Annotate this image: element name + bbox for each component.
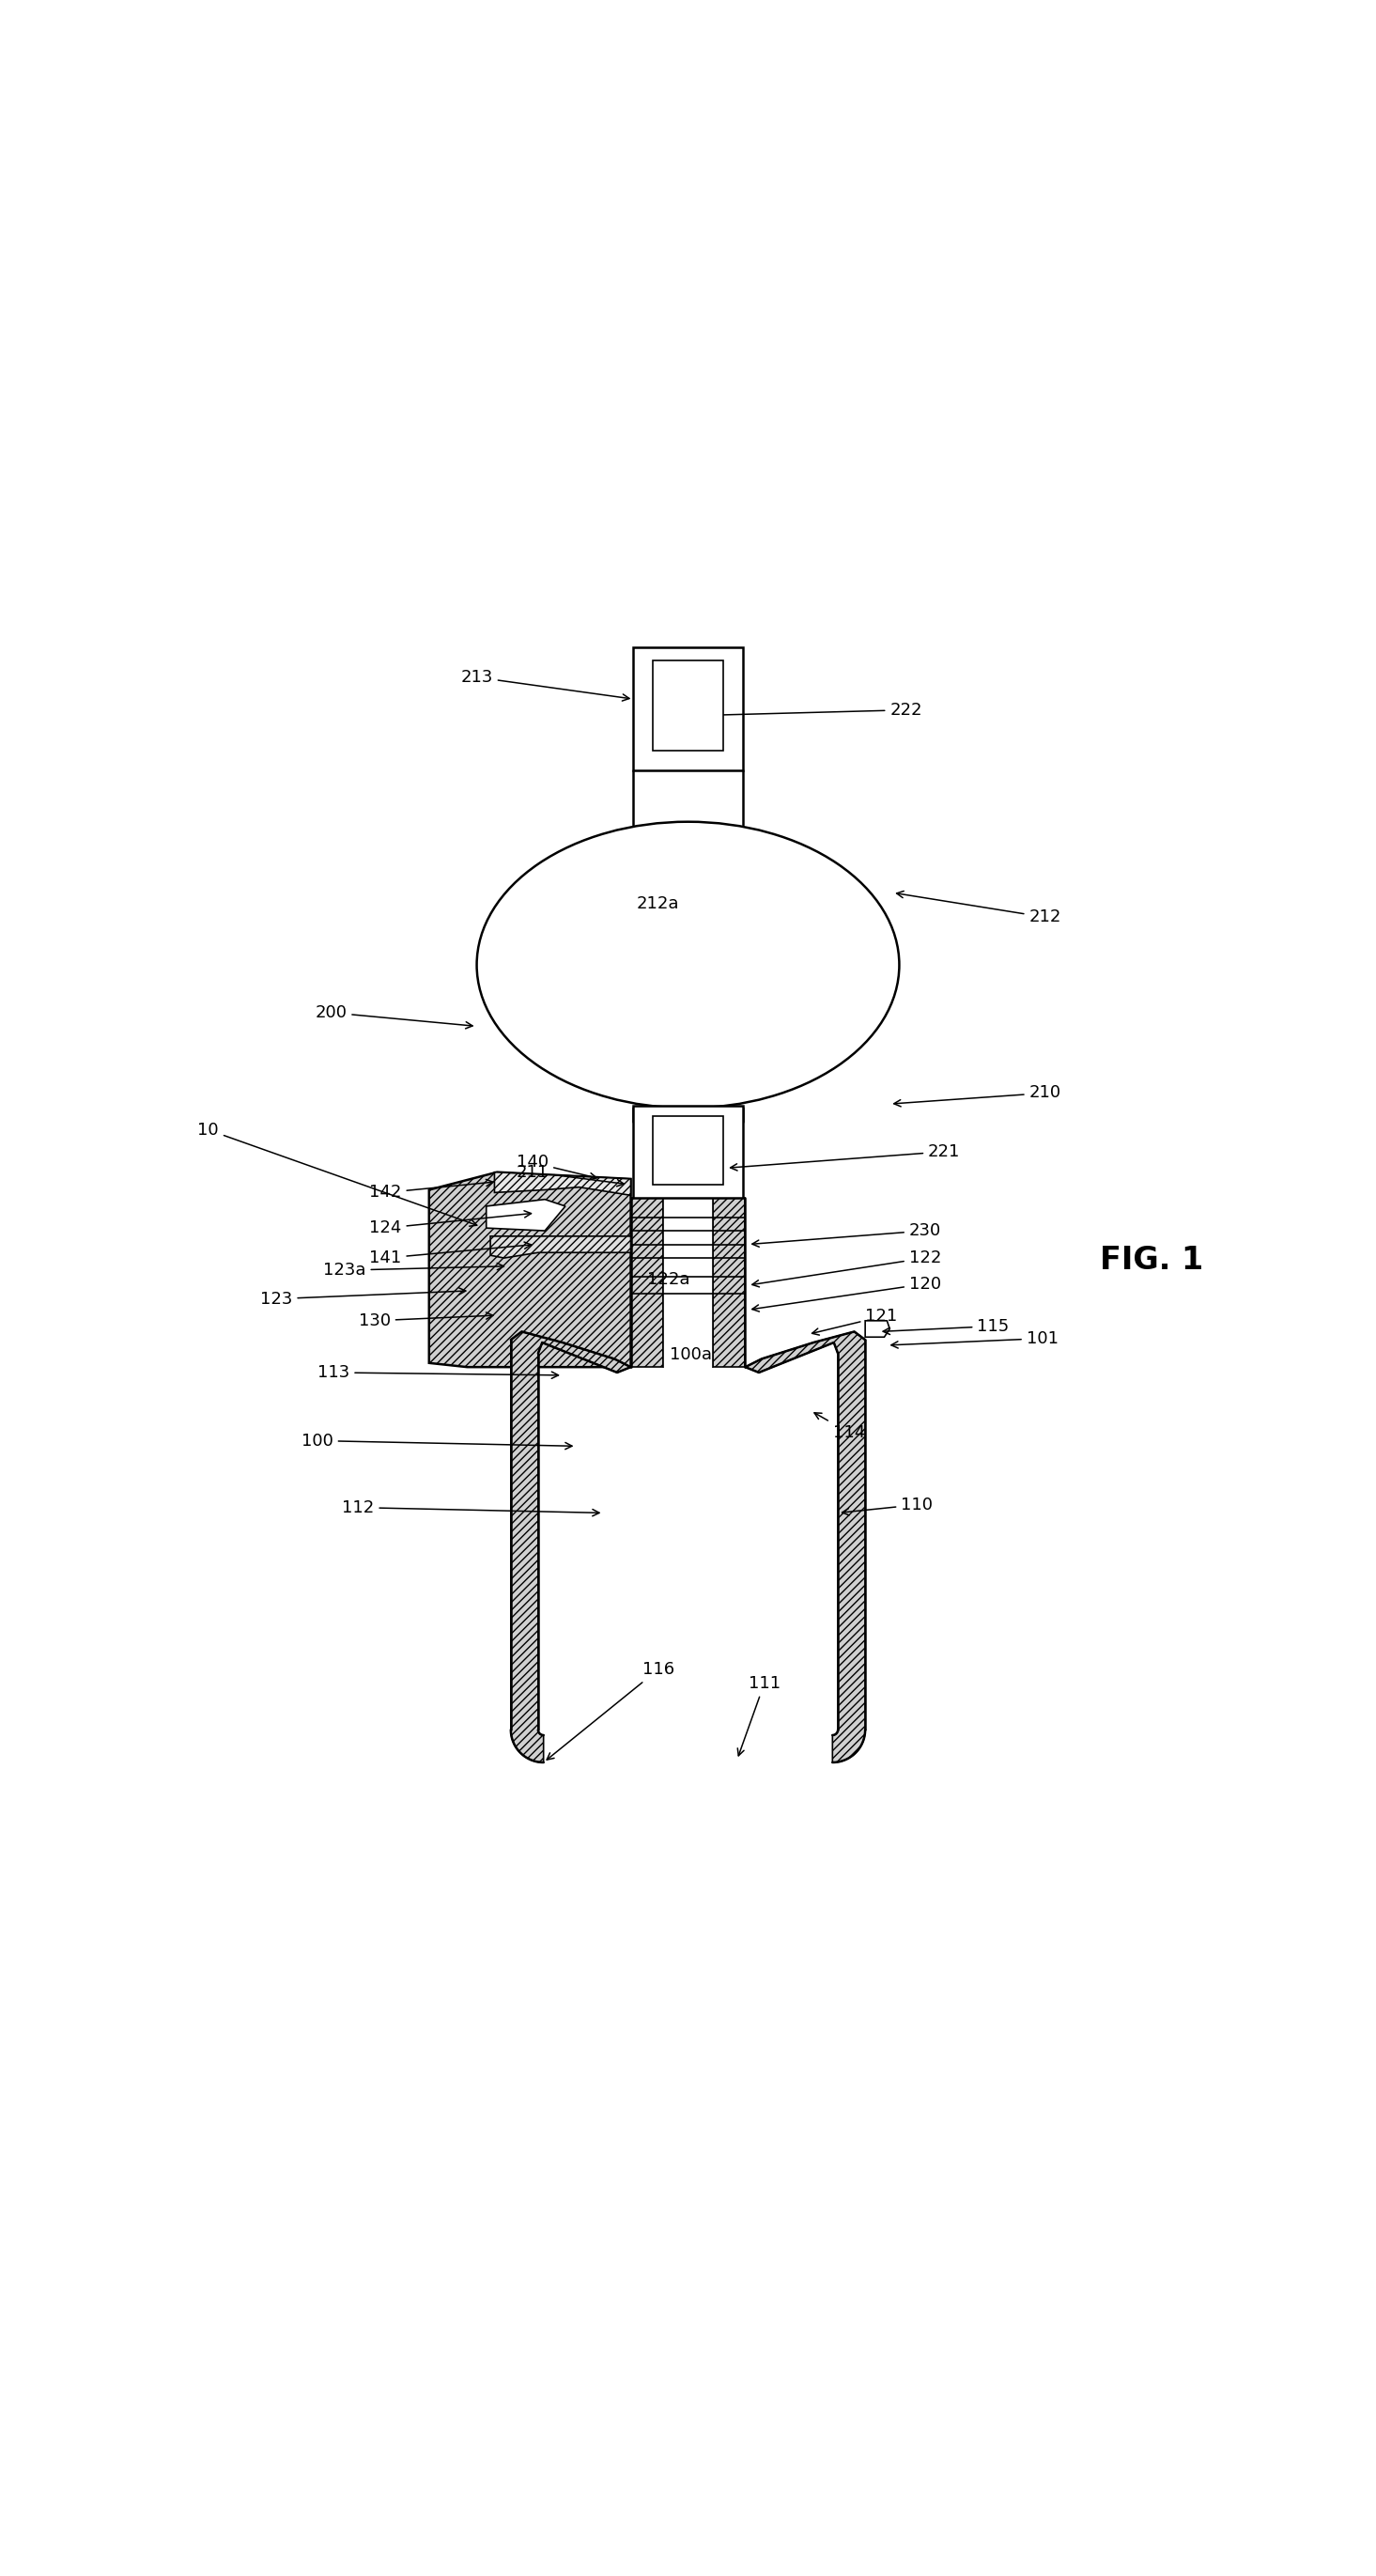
Text: 122a: 122a (648, 1273, 691, 1288)
Text: 213: 213 (461, 670, 629, 701)
Text: FIG. 1: FIG. 1 (1099, 1244, 1203, 1275)
Polygon shape (486, 1200, 566, 1231)
Text: 10: 10 (198, 1121, 477, 1226)
Polygon shape (652, 662, 724, 750)
Text: 112: 112 (343, 1499, 600, 1517)
Text: 123: 123 (260, 1288, 465, 1309)
Text: 110: 110 (842, 1497, 933, 1515)
Text: 100a: 100a (670, 1347, 711, 1363)
Text: 123a: 123a (323, 1262, 504, 1278)
Text: 100: 100 (301, 1432, 572, 1450)
Text: 211: 211 (516, 1164, 623, 1188)
Text: 130: 130 (359, 1311, 493, 1329)
Polygon shape (633, 1105, 743, 1198)
Polygon shape (713, 1198, 746, 1368)
Text: 141: 141 (369, 1242, 531, 1267)
Text: 111: 111 (738, 1674, 780, 1757)
Polygon shape (510, 1332, 630, 1762)
Text: 115: 115 (883, 1319, 1010, 1334)
Text: 221: 221 (731, 1144, 960, 1170)
Text: 210: 210 (894, 1084, 1061, 1108)
Polygon shape (652, 1115, 724, 1185)
Text: 200: 200 (315, 1005, 472, 1028)
Polygon shape (746, 1332, 866, 1762)
Polygon shape (490, 1236, 630, 1257)
Text: 142: 142 (369, 1180, 493, 1200)
Polygon shape (494, 1172, 630, 1195)
Text: 101: 101 (892, 1329, 1058, 1347)
Text: 140: 140 (516, 1154, 597, 1180)
Text: 124: 124 (369, 1211, 531, 1236)
Text: 230: 230 (753, 1221, 941, 1247)
Text: 116: 116 (546, 1662, 674, 1759)
Text: 120: 120 (753, 1275, 941, 1311)
Polygon shape (633, 647, 743, 770)
Text: 122: 122 (753, 1249, 941, 1288)
Text: 113: 113 (318, 1365, 559, 1381)
Text: 212a: 212a (637, 894, 680, 912)
Polygon shape (429, 1172, 630, 1368)
Text: 114: 114 (815, 1412, 866, 1440)
Polygon shape (866, 1321, 890, 1337)
Polygon shape (663, 1198, 713, 1368)
Polygon shape (630, 1198, 663, 1368)
Text: 212: 212 (897, 891, 1061, 925)
Text: 222: 222 (706, 701, 922, 719)
Text: 121: 121 (812, 1309, 897, 1334)
